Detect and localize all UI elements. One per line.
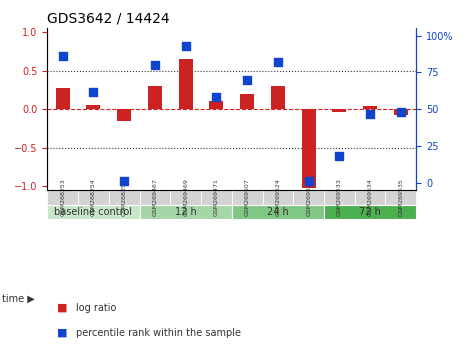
FancyBboxPatch shape <box>355 190 385 205</box>
Text: GSM269533: GSM269533 <box>337 178 342 216</box>
FancyBboxPatch shape <box>140 190 170 205</box>
Bar <box>148 86 162 109</box>
Text: 72 h: 72 h <box>359 207 381 217</box>
Text: percentile rank within the sample: percentile rank within the sample <box>76 328 241 338</box>
Text: GSM269469: GSM269469 <box>183 178 188 216</box>
Text: GSM269507: GSM269507 <box>245 178 250 216</box>
Bar <box>117 109 131 121</box>
Text: GSM268255: GSM268255 <box>122 179 127 216</box>
Point <box>243 77 251 82</box>
Text: GSM269524: GSM269524 <box>275 178 280 216</box>
FancyBboxPatch shape <box>78 190 109 205</box>
FancyBboxPatch shape <box>47 190 78 205</box>
Text: time ▶: time ▶ <box>2 294 35 304</box>
FancyBboxPatch shape <box>232 205 324 219</box>
FancyBboxPatch shape <box>109 190 140 205</box>
Text: GSM268253: GSM268253 <box>60 178 65 216</box>
Bar <box>271 86 285 109</box>
Bar <box>56 88 70 109</box>
FancyBboxPatch shape <box>47 205 140 219</box>
Point <box>213 95 220 100</box>
FancyBboxPatch shape <box>140 205 232 219</box>
Text: GDS3642 / 14424: GDS3642 / 14424 <box>47 12 170 26</box>
Point <box>182 43 189 49</box>
FancyBboxPatch shape <box>263 190 293 205</box>
Bar <box>302 109 315 188</box>
Point <box>90 89 97 95</box>
Point <box>120 178 128 184</box>
Point <box>59 53 66 59</box>
Text: 12 h: 12 h <box>175 207 196 217</box>
FancyBboxPatch shape <box>324 190 355 205</box>
FancyBboxPatch shape <box>385 190 416 205</box>
Point <box>274 59 282 65</box>
Point <box>336 153 343 159</box>
Bar <box>333 109 346 112</box>
FancyBboxPatch shape <box>201 190 232 205</box>
Text: baseline control: baseline control <box>54 207 132 217</box>
Text: ■: ■ <box>57 303 67 313</box>
Text: log ratio: log ratio <box>76 303 116 313</box>
Text: GSM269467: GSM269467 <box>152 178 158 216</box>
Point <box>305 178 312 184</box>
Point <box>397 109 405 115</box>
Point <box>366 111 374 116</box>
Bar <box>240 94 254 109</box>
Bar <box>179 59 193 109</box>
Text: GSM268254: GSM268254 <box>91 178 96 216</box>
FancyBboxPatch shape <box>324 205 416 219</box>
Text: GSM269535: GSM269535 <box>398 178 403 216</box>
FancyBboxPatch shape <box>232 190 263 205</box>
Text: GSM269471: GSM269471 <box>214 178 219 216</box>
Text: GSM269534: GSM269534 <box>368 178 373 216</box>
Bar <box>363 106 377 109</box>
FancyBboxPatch shape <box>293 190 324 205</box>
Text: GSM269525: GSM269525 <box>306 178 311 216</box>
Text: 24 h: 24 h <box>267 207 289 217</box>
Point <box>151 62 159 68</box>
FancyBboxPatch shape <box>170 190 201 205</box>
Bar <box>394 109 408 115</box>
Bar <box>87 105 100 109</box>
Text: ■: ■ <box>57 328 67 338</box>
Bar <box>210 102 223 109</box>
